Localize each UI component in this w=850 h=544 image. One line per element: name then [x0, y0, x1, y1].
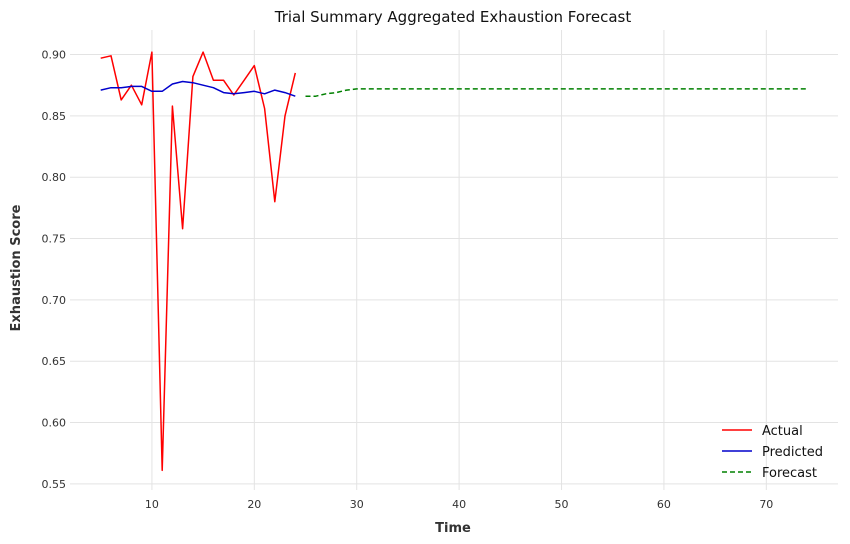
legend-label-actual: Actual [762, 424, 803, 439]
x-axis-ticks: 10 20 30 40 50 60 70 [145, 498, 773, 511]
y-tick-label: 0.55 [42, 478, 67, 491]
x-tick-label: 30 [350, 498, 364, 511]
series-layer [100, 51, 808, 472]
series-line-predicted [100, 80, 296, 97]
y-tick-label: 0.80 [42, 171, 67, 184]
x-tick-label: 20 [247, 498, 261, 511]
y-tick-label: 0.85 [42, 110, 67, 123]
y-tick-label: 0.65 [42, 355, 67, 368]
grid [70, 30, 838, 490]
y-axis-label: Exhaustion Score [9, 204, 24, 331]
x-axis-label: Time [435, 521, 471, 536]
chart-title: Trial Summary Aggregated Exhaustion Fore… [274, 8, 632, 26]
y-tick-label: 0.70 [42, 294, 67, 307]
y-axis-ticks: 0.55 0.60 0.65 0.70 0.75 0.80 0.85 0.90 [42, 49, 67, 491]
x-tick-label: 60 [657, 498, 671, 511]
legend-label-predicted: Predicted [762, 445, 823, 460]
x-tick-label: 40 [452, 498, 466, 511]
legend-label-forecast: Forecast [762, 466, 817, 481]
x-tick-label: 50 [555, 498, 569, 511]
series-line-actual [100, 51, 297, 472]
x-tick-label: 70 [759, 498, 773, 511]
x-tick-label: 10 [145, 498, 159, 511]
y-tick-label: 0.60 [42, 417, 67, 430]
series-line-forecast [305, 88, 808, 97]
y-tick-label: 0.75 [42, 233, 67, 246]
y-tick-label: 0.90 [42, 49, 67, 62]
legend: Actual Predicted Forecast [722, 424, 823, 481]
